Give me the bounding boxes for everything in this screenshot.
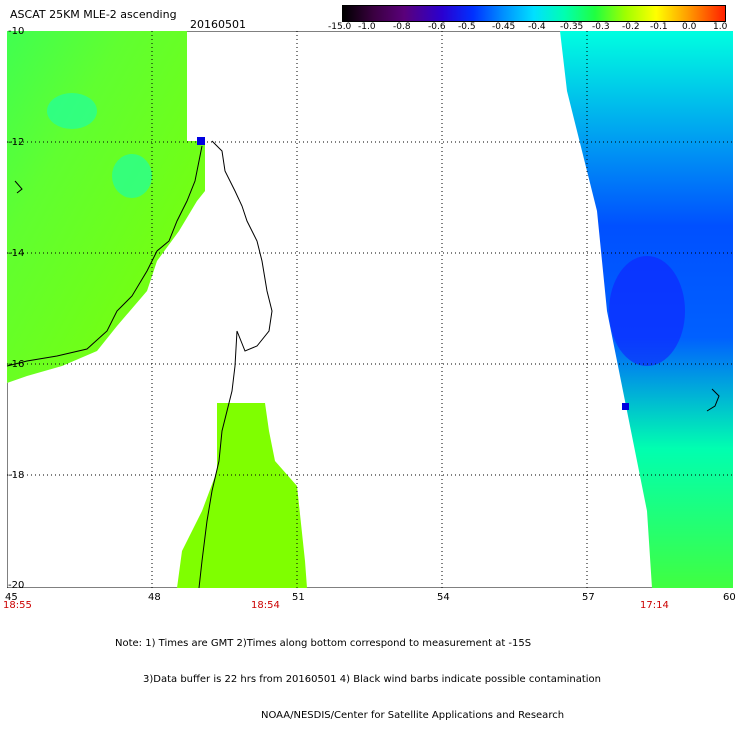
colorbar-label: -0.3 (592, 22, 610, 32)
colorbar-label: -0.8 (393, 22, 411, 32)
coastline (7, 140, 720, 588)
swath-right-blue-patch (609, 256, 685, 366)
lon-label: 51 (292, 592, 305, 603)
colorbar-label: 0.0 (682, 22, 697, 32)
blue-pixel (622, 403, 629, 410)
colorbar-label: -0.45 (492, 22, 516, 32)
footer-line: NOAA/NESDIS/Center for Satellite Applica… (261, 710, 565, 721)
lon-label: 60 (723, 592, 736, 603)
lat-label: -12 (8, 137, 25, 148)
africa-coast (7, 145, 203, 367)
map-title: ASCAT 25KM MLE-2 ascending (10, 8, 177, 21)
lon-label: 48 (148, 592, 161, 603)
colorbar-label: -0.6 (428, 22, 446, 32)
colorbar-label: -0.4 (528, 22, 546, 32)
madagascar-coast (198, 140, 273, 588)
colorbar-label: -15.0 (328, 22, 352, 32)
pass-time: 18:54 (251, 600, 280, 611)
colorbar-label: -0.5 (458, 22, 476, 32)
lat-label: -10 (8, 26, 25, 37)
blue-pixel (197, 137, 205, 145)
lon-label: 54 (437, 592, 450, 603)
colorbar-label: -0.2 (622, 22, 640, 32)
mauritius-coast (706, 388, 720, 412)
map-date: 20160501 (190, 18, 246, 31)
colorbar-label: -0.35 (560, 22, 584, 32)
swath-left-cyan-patch (112, 154, 152, 198)
lon-label: 45 (5, 592, 18, 603)
comoros-coast (14, 180, 23, 194)
colorbar-label: 1.0 (713, 22, 728, 32)
lat-label: -20 (8, 580, 25, 591)
colorbar-label: -1.0 (358, 22, 376, 32)
pass-time: 18:55 (3, 600, 32, 611)
swath-middle (177, 403, 307, 588)
colorbar-label: -0.1 (650, 22, 668, 32)
pass-time: 17:14 (640, 600, 669, 611)
lat-label: -14 (8, 248, 25, 259)
colorbar (342, 5, 726, 22)
lat-label: -16 (8, 359, 25, 370)
swath-left-cyan-patch (47, 93, 97, 129)
lon-label: 57 (582, 592, 595, 603)
footer-line: Note: 1) Times are GMT 2)Times along bot… (115, 638, 532, 649)
lat-label: -18 (8, 470, 25, 481)
footer-note: Note: 1) Times are GMT 2)Times along bot… (115, 614, 715, 734)
footer-line: 3)Data buffer is 22 hrs from 20160501 4)… (143, 674, 601, 685)
graticule (7, 31, 733, 588)
map-plot (7, 31, 733, 588)
